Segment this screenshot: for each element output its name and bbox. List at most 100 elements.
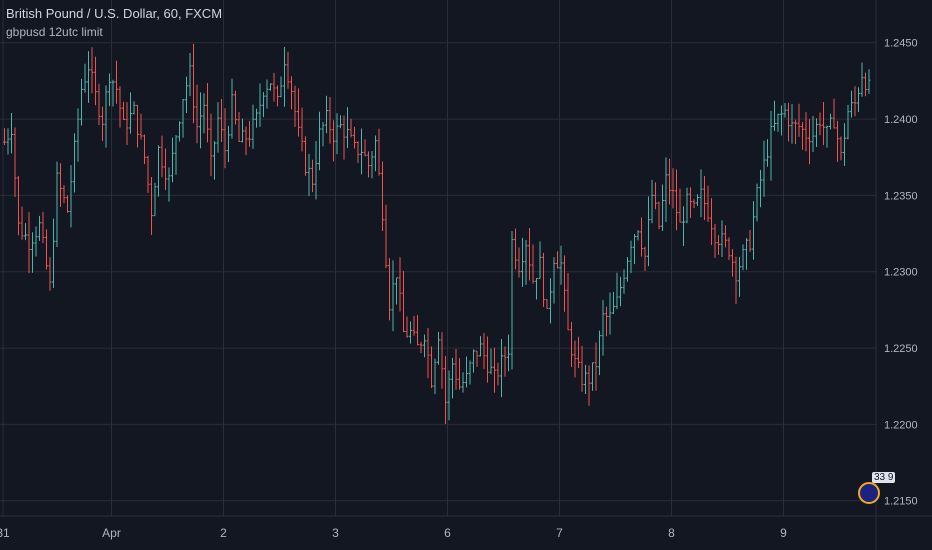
ohlc-bar <box>276 85 279 107</box>
ohlc-bar <box>437 331 440 365</box>
ohlc-bar <box>640 217 643 257</box>
ohlc-bar <box>703 176 706 221</box>
ohlc-bar <box>76 108 80 162</box>
ohlc-bar <box>692 199 696 209</box>
ohlc-bar <box>829 113 832 130</box>
ohlc-bar <box>521 237 524 287</box>
ohlc-bar <box>797 103 801 137</box>
ohlc-bar <box>129 92 132 134</box>
ohlc-bar <box>279 76 283 98</box>
ohlc-bar <box>510 231 514 370</box>
ohlc-bar <box>356 141 360 163</box>
ohlc-bar <box>734 256 738 304</box>
ohlc-bar <box>454 348 458 390</box>
price-tick-label: 1.2150 <box>884 496 918 508</box>
ohlc-bar <box>367 151 370 178</box>
ohlc-bar <box>500 339 503 398</box>
ohlc-bar <box>528 228 531 281</box>
ohlc-bar <box>192 43 195 124</box>
ohlc-bar <box>864 72 867 97</box>
ohlc-bar <box>801 122 804 150</box>
ohlc-bar <box>636 230 640 241</box>
ohlc-bar <box>132 101 136 115</box>
ohlc-bar <box>311 159 314 193</box>
ohlc-bar <box>790 104 794 144</box>
ohlc-bar <box>696 194 699 206</box>
ohlc-bar <box>402 270 405 333</box>
ohlc-bar <box>45 229 48 270</box>
ohlc-bar <box>160 135 164 178</box>
price-tick-label: 1.2200 <box>884 419 918 431</box>
ohlc-bar <box>745 238 748 270</box>
time-tick-label: 7 <box>556 526 563 540</box>
ohlc-bar <box>143 134 146 165</box>
ohlc-bar <box>727 237 731 261</box>
ohlc-bar <box>304 136 307 176</box>
ohlc-bar <box>479 336 482 357</box>
ohlc-bar <box>643 246 647 272</box>
indicator-label[interactable]: gbpusd 12utc limit <box>6 25 103 39</box>
grid-lines <box>0 0 876 516</box>
ohlc-bar <box>468 360 472 385</box>
ohlc-bar <box>122 101 125 121</box>
ohlc-bar <box>174 135 178 175</box>
ohlc-bar <box>111 79 115 107</box>
ohlc-bar <box>377 128 381 176</box>
ohlc-bar <box>804 112 808 152</box>
ohlc-bar <box>573 340 577 378</box>
ohlc-bar <box>769 110 773 181</box>
ohlc-bar <box>531 244 535 284</box>
ohlc-bar <box>202 93 206 134</box>
ohlc-bar <box>94 56 97 106</box>
ohlc-bar <box>286 51 290 89</box>
symbol-title[interactable]: British Pound / U.S. Dollar, 60, FXCM <box>6 6 223 21</box>
ohlc-bar <box>426 328 430 379</box>
ohlc-bar <box>398 257 402 312</box>
ohlc-bar <box>713 223 717 258</box>
ohlc-bar <box>843 123 846 166</box>
price-tick-label: 1.2350 <box>884 190 918 202</box>
ohlc-bar <box>374 135 377 172</box>
ohlc-bar <box>153 182 157 217</box>
ohlc-bar <box>675 169 678 231</box>
ohlc-bar <box>671 168 675 209</box>
ohlc-bar <box>836 120 839 162</box>
ohlc-bar <box>66 195 69 213</box>
ohlc-bar <box>629 240 633 274</box>
ohlc-bar <box>594 342 598 391</box>
ohlc-bar <box>563 255 566 312</box>
ohlc-bar <box>164 148 167 190</box>
ohlc-bar <box>104 85 108 148</box>
ohlc-bar <box>87 51 90 103</box>
ohlc-bar <box>451 357 454 399</box>
ohlc-bar <box>206 83 209 143</box>
ohlc-bar <box>118 86 122 128</box>
ohlc-bar <box>776 113 780 132</box>
ohlc-bar <box>458 358 461 390</box>
ohlc-bar <box>139 113 143 140</box>
ohlc-bar <box>860 62 864 97</box>
ohlc-bar <box>171 137 174 183</box>
ohlc-bar <box>657 201 661 230</box>
ohlc-bar <box>178 121 181 142</box>
ohlc-bar <box>818 112 822 136</box>
ohlc-bar <box>605 306 608 337</box>
ohlc-bar <box>647 196 650 267</box>
ohlc-bar <box>524 239 528 285</box>
ohlc-bar <box>447 370 451 421</box>
ohlc-bar <box>412 315 416 336</box>
ohlc-bar <box>342 115 346 160</box>
price-tick-label: 1.2450 <box>884 38 918 50</box>
ohlc-bar <box>496 362 500 386</box>
ohlc-bar <box>857 87 860 113</box>
ohlc-bar <box>780 105 783 136</box>
ohlc-bar <box>272 72 276 102</box>
ohlc-bar <box>384 204 388 268</box>
ohlc-bar <box>248 120 251 147</box>
gb-flag-icon <box>858 482 880 504</box>
ohlc-bar <box>559 245 563 285</box>
ohlc-bar <box>213 141 216 180</box>
ohlc-bar <box>157 145 160 197</box>
ohlc-bar <box>388 258 391 321</box>
